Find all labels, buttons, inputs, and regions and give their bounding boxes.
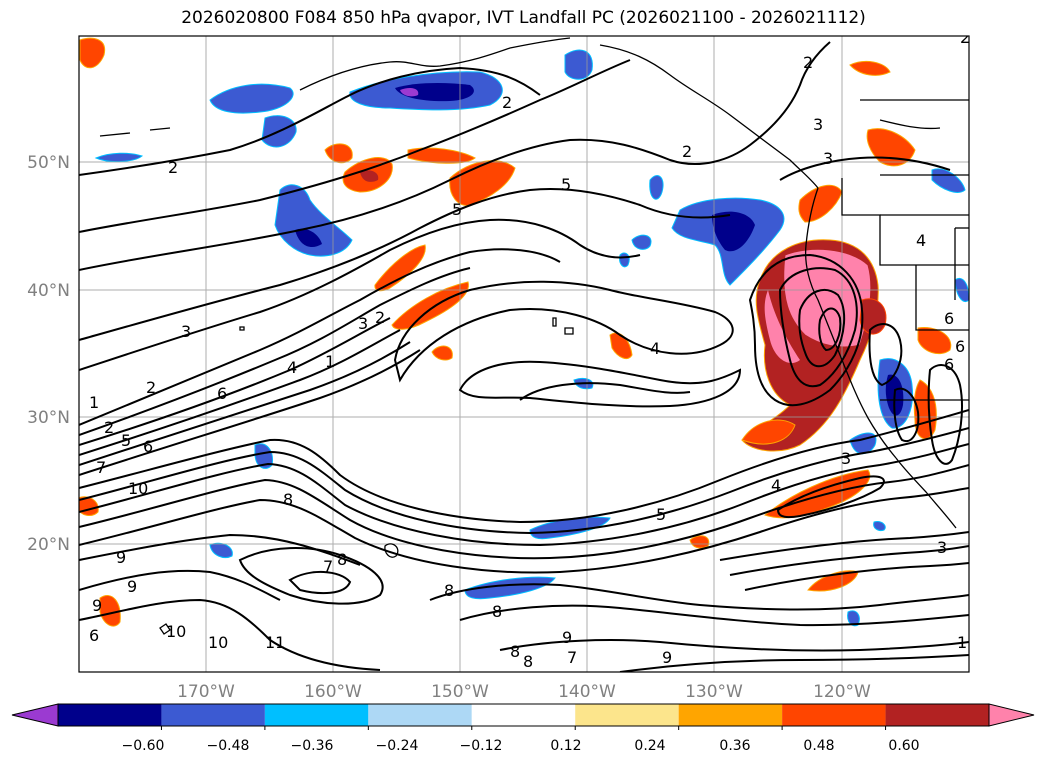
lat-label: 50°N	[27, 153, 70, 173]
ivt-contours	[79, 41, 969, 672]
contour-label: 3	[841, 449, 851, 468]
contour-label: 4	[771, 476, 781, 495]
contour-label: 8	[492, 602, 502, 621]
contour-label: 4	[287, 358, 297, 377]
colorbar-tick-label: 0.48	[803, 738, 834, 754]
lat-label: 20°N	[27, 535, 70, 555]
contour-label: 11	[957, 633, 977, 652]
contour-label: 3	[181, 322, 191, 341]
contour-label: 5	[452, 200, 462, 219]
contour-label: 2	[960, 28, 970, 47]
contour-label: 11	[265, 633, 285, 652]
contour-label: 3	[937, 538, 947, 557]
contour-label: 2	[502, 93, 512, 112]
contour-label: 2	[104, 418, 114, 437]
contour-label: 2	[168, 158, 178, 177]
contour-label: 9	[116, 548, 126, 567]
contour-label: 6	[217, 384, 227, 403]
colorbar-tick-label: −0.12	[460, 738, 503, 754]
colorbar-box	[885, 704, 989, 726]
contour-label: 4	[650, 339, 660, 358]
contour-label: 9	[562, 628, 572, 647]
contour-label: 7	[96, 458, 106, 477]
colorbar-tick-label: −0.36	[291, 738, 334, 754]
colorbar-box	[264, 704, 369, 726]
lat-label: 40°N	[27, 281, 70, 301]
contour-label: 3	[823, 149, 833, 168]
shaded-field	[79, 37, 969, 627]
contour-label: 5	[121, 431, 131, 450]
contour-label: 3	[358, 314, 368, 333]
contour-label: 2	[375, 308, 385, 327]
colorbar-tick-label: 0.12	[550, 738, 581, 754]
contour-label: 8	[283, 490, 293, 509]
contour-label: 10	[166, 622, 186, 641]
lon-label: 120°W	[813, 682, 871, 702]
colorbar-frame	[57, 703, 990, 727]
colorbar-tick-labels: −0.60 −0.48 −0.36 −0.24 −0.12 0.12 0.24 …	[122, 738, 920, 754]
lon-label: 160°W	[304, 682, 362, 702]
contour-label: 6	[955, 337, 965, 356]
colorbar-tick-label: 0.60	[888, 738, 919, 754]
contour-label: 3	[813, 115, 823, 134]
islands	[99, 127, 574, 635]
contour-label: 8	[444, 581, 454, 600]
colorbar-box	[575, 704, 679, 726]
plot-frame	[78, 35, 970, 673]
contour-label: 10	[208, 633, 228, 652]
contour-label: 6	[89, 626, 99, 645]
figure-title: 2026020800 F084 850 hPa qvapor, IVT Land…	[181, 8, 866, 28]
contour-label: 6	[944, 355, 954, 374]
colorbar	[11, 703, 1035, 730]
lon-label: 150°W	[431, 682, 489, 702]
longitude-labels: 170°W 160°W 150°W 140°W 130°W 120°W	[177, 682, 871, 702]
contour-label: 5	[561, 175, 571, 194]
contour-label: 6	[143, 437, 153, 456]
contour-label: 10	[128, 479, 148, 498]
contour-label: 1	[325, 352, 335, 371]
latitude-labels: 50°N 40°N 30°N 20°N	[27, 153, 70, 555]
colorbar-box	[368, 704, 472, 726]
colorbar-tick-label: −0.60	[122, 738, 165, 754]
contour-label: 1	[89, 393, 99, 412]
coastlines	[299, 37, 969, 529]
lon-label: 170°W	[177, 682, 235, 702]
contour-label: 9	[92, 596, 102, 615]
contour-label: 4	[916, 231, 926, 250]
contour-label: 8	[337, 550, 347, 569]
colorbar-extend-min	[11, 703, 59, 727]
contour-label: 2	[682, 142, 692, 161]
colorbar-tick-label: −0.48	[207, 738, 250, 754]
contour-label: 7	[567, 648, 577, 667]
contour-label: 6	[944, 309, 954, 328]
contour-label: 8	[523, 652, 533, 671]
colorbar-box	[782, 704, 886, 726]
colorbar-extend-max	[988, 703, 1035, 727]
contour-label: 7	[323, 557, 333, 576]
colorbar-box	[678, 704, 783, 726]
contour-label: 2	[803, 53, 813, 72]
lat-label: 30°N	[27, 408, 70, 428]
lon-label: 130°W	[685, 682, 743, 702]
colorbar-box	[471, 704, 576, 726]
colorbar-tick-label: 0.36	[719, 738, 750, 754]
colorbar-tick-label: −0.24	[376, 738, 419, 754]
colorbar-tick-label: 0.24	[634, 738, 665, 754]
lon-label: 140°W	[558, 682, 616, 702]
colorbar-box	[161, 704, 265, 726]
contour-label: 9	[127, 577, 137, 596]
colorbar-box	[58, 704, 162, 726]
contour-label: 2	[146, 378, 156, 397]
contour-label: 5	[656, 505, 666, 524]
contour-label: 9	[662, 648, 672, 667]
contour-label: 8	[510, 642, 520, 661]
